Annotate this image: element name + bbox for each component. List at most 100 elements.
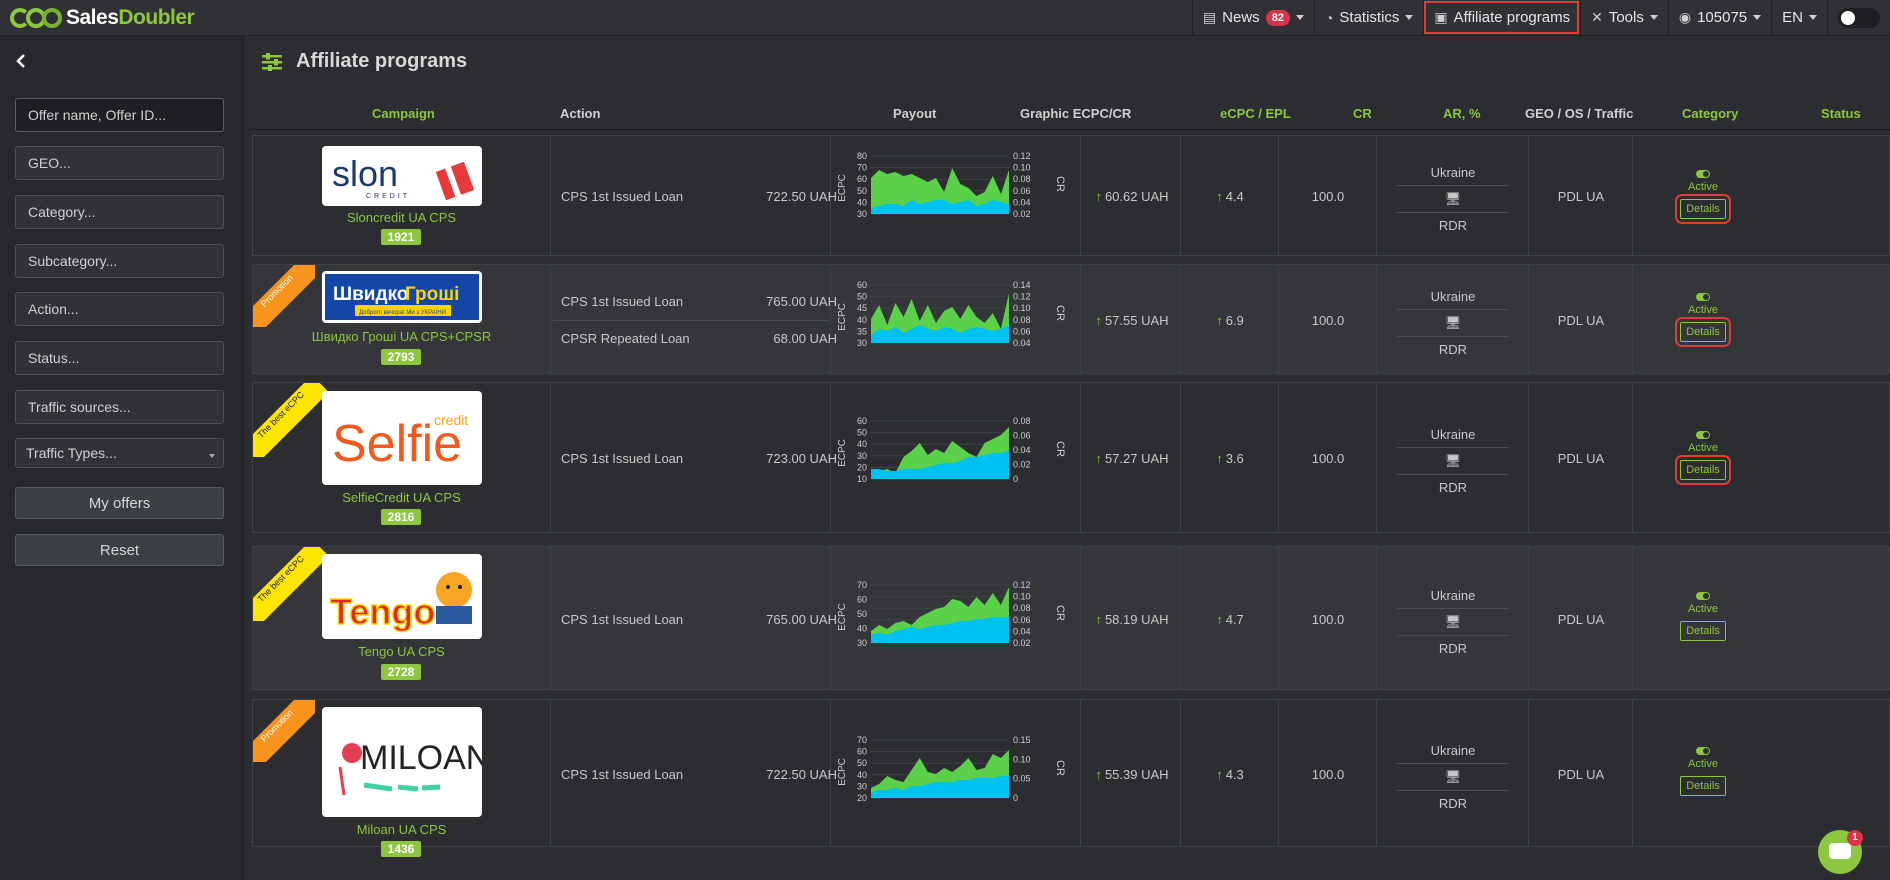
- action-cell: [551, 700, 831, 846]
- table-row[interactable]: slon CREDIT Sloncredit UA CPS 1921 CPS 1…: [252, 135, 1890, 256]
- toggle-on-icon: [1696, 431, 1710, 439]
- table-row[interactable]: Promotion Швидко Гроші Доброго вечора! М…: [252, 264, 1890, 374]
- details-button[interactable]: Details: [1675, 194, 1731, 224]
- col-action[interactable]: Action: [560, 106, 601, 121]
- nav-news[interactable]: ▤ News 82: [1191, 0, 1314, 35]
- col-category[interactable]: Category: [1682, 106, 1739, 121]
- nav-account[interactable]: ◉ 105075: [1667, 0, 1771, 35]
- y2-tick-label: 0.08: [1013, 315, 1031, 325]
- category-cell: [1529, 136, 1633, 255]
- chart-cell: [831, 700, 1081, 846]
- y2-tick-label: 0.10: [1013, 303, 1031, 313]
- col-payout[interactable]: Payout: [893, 106, 937, 121]
- cr-cell: [1181, 547, 1279, 689]
- payout-value: 722.50 UAH: [766, 767, 837, 782]
- cr-cell: [1181, 700, 1279, 846]
- y-tick-label: 50: [857, 428, 867, 438]
- nav-statistics[interactable]: ◔ Statistics: [1313, 0, 1423, 35]
- category-filter[interactable]: Category...: [15, 195, 224, 229]
- miloan-logo: MILOAN: [338, 739, 482, 796]
- action-filter[interactable]: Action...: [15, 292, 224, 326]
- action-cell: [551, 383, 831, 532]
- y-tick-label: 60: [857, 416, 867, 426]
- details-button[interactable]: Details: [1680, 621, 1726, 641]
- y2-tick-label: 0.06: [1013, 615, 1031, 625]
- nav-tools[interactable]: ✕ Tools: [1580, 0, 1668, 35]
- campaign-name[interactable]: Miloan UA CPS: [356, 822, 447, 837]
- theme-toggle[interactable]: [1838, 7, 1880, 28]
- col-status[interactable]: Status: [1821, 106, 1861, 121]
- offer-logo[interactable]: Швидко Гроші Доброго вечора! Ми з УКРАЇН…: [322, 271, 482, 323]
- search-input-placeholder: Offer name, Offer ID...: [28, 107, 166, 123]
- campaign-name[interactable]: Sloncredit UA CPS: [346, 210, 457, 225]
- geo-cell: [1377, 547, 1529, 689]
- action-name: CPS 1st Issued Loan: [561, 451, 684, 466]
- y-tick-label: 40: [857, 439, 867, 449]
- geo-cell: [1377, 265, 1529, 373]
- chevron-down-icon: [1649, 15, 1658, 20]
- details-button[interactable]: Details: [1675, 317, 1731, 347]
- table-row[interactable]: Promotion MILOAN Miloan UA CPS 1436 CPS …: [252, 699, 1890, 857]
- nav-affiliate-programs[interactable]: ▣ Affiliate programs: [1423, 0, 1580, 35]
- traffic-types-select[interactable]: Traffic Types...: [15, 438, 224, 468]
- nav-language[interactable]: EN: [1771, 0, 1827, 35]
- subcategory-filter[interactable]: Subcategory...: [15, 244, 224, 278]
- campaign-name[interactable]: Швидко Гроші UA CPS+CPSR: [311, 329, 492, 344]
- action-name: CPSR Repeated Loan: [561, 331, 690, 346]
- offer-logo[interactable]: Tengo: [322, 554, 482, 639]
- arrow-up-icon: ↑: [1095, 767, 1102, 782]
- chevron-left-icon[interactable]: [14, 54, 28, 68]
- y-tick-label: 45: [857, 303, 867, 313]
- table-row[interactable]: The best eCPC Selfie credit SelfieCredit…: [252, 382, 1890, 533]
- table-row[interactable]: The best eCPC Tengo Tengo UA CPS 2728 CP…: [252, 546, 1890, 690]
- geo-filter[interactable]: GEO...: [15, 146, 224, 180]
- col-cr[interactable]: CR: [1353, 106, 1372, 121]
- payout-value: 68.00 UAH: [773, 331, 837, 346]
- y-axis-label: ECPC: [837, 174, 848, 202]
- my-offers-button[interactable]: My offers: [15, 487, 224, 519]
- campaign-name[interactable]: Tengo UA CPS: [358, 644, 445, 659]
- y-tick-label: 70: [857, 580, 867, 590]
- ecpc-value: ↑ 55.39 UAH: [1083, 767, 1181, 782]
- details-button[interactable]: Details: [1680, 776, 1726, 796]
- top-nav: ▤ News 82 ◔ Statistics ▣ Affiliate progr…: [1191, 0, 1890, 35]
- col-ecpc[interactable]: eCPC / EPL: [1220, 106, 1291, 121]
- desktop-icon: 🖥: [1444, 453, 1462, 468]
- category-cell: [1529, 383, 1633, 532]
- campaign-name[interactable]: SelfieCredit UA CPS: [342, 490, 461, 505]
- col-campaign[interactable]: Campaign: [372, 106, 435, 121]
- chart-cell: [831, 136, 1081, 255]
- y2-tick-label: 0.06: [1013, 186, 1031, 196]
- ecpc-cell: [1081, 547, 1181, 689]
- status-filter[interactable]: Status...: [15, 341, 224, 375]
- category-value: PDL UA: [1557, 612, 1605, 627]
- col-ar[interactable]: AR, %: [1443, 106, 1481, 121]
- details-button[interactable]: Details: [1675, 455, 1731, 485]
- y-tick-label: 30: [857, 209, 867, 219]
- chart-cell: [831, 547, 1081, 689]
- chart-cell: [831, 383, 1081, 532]
- traffic-sources-filter[interactable]: Traffic sources...: [15, 390, 224, 424]
- nav-statistics-label: Statistics: [1339, 9, 1400, 26]
- geo-cell: [1377, 136, 1529, 255]
- ecpc-area: [871, 168, 1009, 214]
- offer-logo[interactable]: MILOAN: [322, 707, 482, 817]
- y2-tick-label: 0.08: [1013, 603, 1031, 613]
- offer-logo[interactable]: Selfie credit: [322, 391, 482, 485]
- cr-area: [871, 325, 1009, 343]
- geo-cell: [1377, 383, 1529, 532]
- y-tick-label: 20: [857, 793, 867, 803]
- status-label: Active: [1688, 603, 1718, 615]
- search-input[interactable]: Offer name, Offer ID...: [15, 98, 224, 132]
- reset-button[interactable]: Reset: [15, 534, 224, 566]
- cr-area: [871, 617, 1009, 643]
- y2-tick-label: 0.08: [1013, 416, 1031, 426]
- chat-bubble-icon: [1829, 843, 1851, 859]
- brand-logo[interactable]: SalesDoubler: [10, 6, 195, 30]
- geo-os-traffic: Ukraine 🖥 RDR: [1377, 588, 1529, 656]
- campaign-id-badge: 1921: [381, 229, 421, 245]
- y-tick-label: 80: [857, 151, 867, 161]
- ecpc-text: 60.62 UAH: [1104, 189, 1169, 204]
- offer-logo[interactable]: slon CREDIT: [322, 146, 482, 206]
